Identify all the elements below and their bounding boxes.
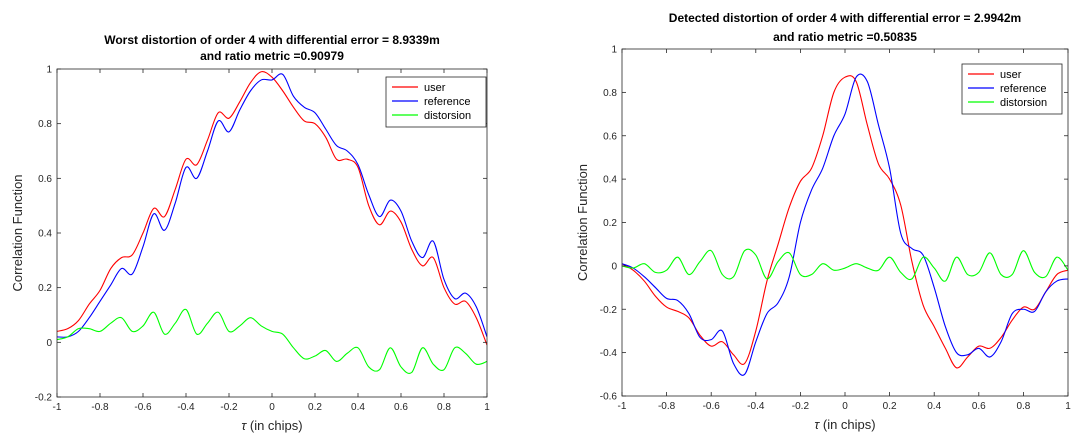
legend-box [961,63,1063,115]
x-tick-label: -0.6 [703,401,721,412]
chart-1: -1 -0.8 -0.6 -0.4 -0.2 0 0.2 0.4 0.6 0.8 1 -0.2 0 0.2… [10,33,490,433]
series-line-reference [57,73,487,338]
x-tick-label: -0.4 [747,401,765,412]
legend-label-user: user [1000,69,1022,81]
x-tick-label: -0.6 [134,402,152,413]
x-tick-label: 0.4 [351,402,365,413]
y-axis-label: Correlation Function [10,174,25,291]
x-tick-label: 0.8 [437,402,451,413]
legend-label-distorsion: distorsion [424,110,471,122]
y-tick-label: 0.8 [38,119,52,130]
y-tick-label: -0.2 [600,305,618,316]
x-tick-label: 0.2 [883,401,897,412]
x-tick-label: 1 [484,402,490,413]
x-tick-label: 0.2 [308,402,322,413]
x-tick-label: 0 [842,401,848,412]
y-tick-label: 0.2 [603,218,617,229]
y-axis-label: Correlation Function [575,164,590,281]
series-group [622,73,1068,376]
chart-title-line-1: Detected distortion of order 4 with diff… [669,11,1021,25]
y-tick-label: 0.8 [603,88,617,99]
legend-label-reference: reference [424,96,470,108]
x-tick-label: -1 [53,402,62,413]
y-tick-label: 0.4 [38,229,52,240]
x-tick-label: 0.4 [927,401,941,412]
y-tick-label: 0.6 [38,174,52,185]
y-tick-label: 0 [611,261,617,272]
x-tick-label: 1 [1065,401,1071,412]
series-line-distorsion [57,308,487,375]
series-line-distorsion [622,248,1068,282]
y-tick-label: 1 [611,45,617,56]
x-axis-label: τ (in chips) [814,417,875,432]
legend-label-user: user [424,82,446,94]
series-line-user [57,71,487,346]
x-tick-label: -0.8 [658,401,676,412]
y-tick-label: 0.2 [38,283,52,294]
y-tick-label: 0.4 [603,175,617,186]
x-tick-label: -0.4 [177,402,195,413]
x-tick-label: 0.6 [394,402,408,413]
series-line-reference [622,73,1068,376]
series-group [57,71,487,375]
y-tick-label: 1 [46,65,52,76]
legend-label-reference: reference [1000,83,1046,95]
chart-2: -1 -0.8 -0.6 -0.4 -0.2 0 0.2 0.4 0.6 0.8 1 -0.6 -0.4… [575,11,1071,432]
chart-title-line-2: and ratio metric =0.90979 [200,49,344,63]
x-tick-label: -0.8 [91,402,109,413]
legend-box [385,76,487,128]
y-tick-label: 0 [46,338,52,349]
y-tick-label: -0.4 [600,348,618,359]
x-tick-label: 0 [269,402,275,413]
x-tick-label: 0.6 [972,401,986,412]
x-axis-label: τ (in chips) [241,418,302,433]
x-tick-label: -1 [618,401,627,412]
x-tick-label: -0.2 [220,402,238,413]
y-tick-label: 0.6 [603,131,617,142]
legend-label-distorsion: distorsion [1000,97,1047,109]
x-tick-label: -0.2 [792,401,810,412]
chart-title-line-1: Worst distortion of order 4 with differe… [104,33,440,47]
x-tick-label: 0.8 [1016,401,1030,412]
y-tick-label: -0.6 [600,392,618,403]
chart-title-line-2: and ratio metric =0.50835 [773,30,917,44]
y-tick-label: -0.2 [35,393,53,404]
